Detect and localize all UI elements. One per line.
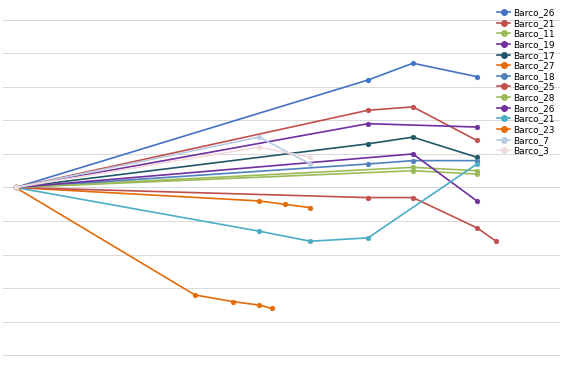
Legend: Barco_26, Barco_21, Barco_11, Barco_19, Barco_17, Barco_27, Barco_18, Barco_25, : Barco_26, Barco_21, Barco_11, Barco_19, … bbox=[496, 7, 556, 156]
